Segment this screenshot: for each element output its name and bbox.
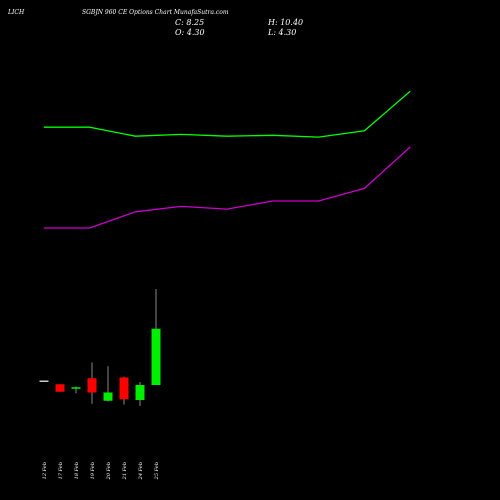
candle-body (55, 384, 65, 392)
candle (151, 289, 161, 385)
high-label: H: 10.40 (267, 18, 303, 27)
x-tick-label: 21 Feb (122, 462, 128, 480)
x-tick-label: 12 Feb (42, 462, 48, 479)
x-tick-label: 19 Feb (90, 462, 96, 479)
candle-body (151, 328, 161, 385)
candle (55, 384, 65, 392)
x-tick-label: 18 Feb (74, 462, 80, 479)
indicator-line-2 (43, 146, 411, 229)
low-label: L: 4.30 (267, 28, 296, 37)
indicator-line-1 (43, 90, 411, 138)
candlesticks (39, 289, 161, 406)
candle (119, 376, 129, 405)
candle-body (39, 380, 49, 382)
candle-body (119, 377, 129, 400)
candle-body (135, 385, 145, 400)
candle (135, 382, 145, 406)
candle (39, 380, 49, 382)
x-tick-label: 25 Feb (154, 462, 160, 480)
candle-body (87, 378, 97, 393)
indicator-lines (43, 90, 411, 229)
candle (103, 366, 113, 402)
x-tick-label: 24 Feb (138, 462, 144, 480)
chart-symbol: LICH (7, 9, 25, 16)
candle-body (71, 387, 81, 389)
close-label: C: 8.25 (175, 18, 204, 27)
chart-title: SGBJN 960 CE Options Chart MunafaSutra.c… (82, 9, 229, 16)
x-axis-ticks: 12 Feb 17 Feb 18 Feb 19 Feb 20 Feb 21 Feb 24 F… (42, 462, 160, 480)
x-tick-label: 17 Feb (58, 462, 64, 479)
candle (71, 386, 81, 394)
open-label: O: 4.30 (175, 28, 205, 37)
x-tick-label: 20 Feb (106, 462, 112, 480)
candle-body (103, 392, 113, 401)
candle (87, 362, 97, 404)
